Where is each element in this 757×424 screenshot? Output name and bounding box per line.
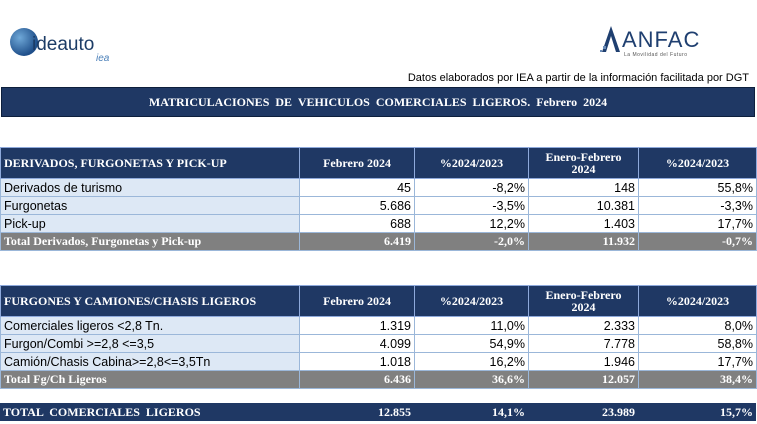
ideauto-logo-icon <box>10 28 38 56</box>
header-ytd: Enero-Febrero 2024 <box>528 285 639 317</box>
total-label: Total Fg/Ch Ligeros <box>0 370 300 389</box>
row-ytd-pct: 8,0% <box>638 316 757 335</box>
row-ytd-value: 148 <box>528 178 639 197</box>
ideauto-logo-text: ideauto <box>32 34 95 55</box>
total-ytd-value: 12.057 <box>528 370 639 389</box>
row-month-value: 1.319 <box>299 316 415 335</box>
row-month-value: 5.686 <box>299 196 415 215</box>
total-ytd-pct: 38,4% <box>638 370 757 389</box>
header-pct-month: %2024/2023 <box>414 285 529 317</box>
total-ytd-value: 11.932 <box>528 232 639 251</box>
ideauto-logo-subtext: iea <box>96 53 110 64</box>
row-ytd-pct: 58,8% <box>638 334 757 353</box>
header-pct-ytd: %2024/2023 <box>638 147 757 179</box>
grand-total-month-value: 12.855 <box>299 403 414 421</box>
source-note: Datos elaborados por IEA a partir de la … <box>407 72 749 84</box>
row-month-pct: 12,2% <box>414 214 529 233</box>
header-ytd-line1: Enero-Febrero <box>545 150 622 164</box>
header-pct-month: %2024/2023 <box>414 147 529 179</box>
total-row: Total Fg/Ch Ligeros 6.436 36,6% 12.057 3… <box>0 370 757 389</box>
row-label: Comerciales ligeros <2,8 Tn. <box>0 316 300 335</box>
total-ytd-pct: -0,7% <box>638 232 757 251</box>
total-label: Total Derivados, Furgonetas y Pick-up <box>0 232 300 251</box>
row-month-value: 1.018 <box>299 352 415 371</box>
total-row: Total Derivados, Furgonetas y Pick-up 6.… <box>0 232 757 251</box>
header-category: FURGONES Y CAMIONES/CHASIS LIGEROS <box>0 285 300 317</box>
table-header: DERIVADOS, FURGONETAS Y PICK-UP Febrero … <box>0 147 757 179</box>
grand-total-row: TOTAL COMERCIALES LIGEROS 12.855 14,1% 2… <box>0 403 756 421</box>
table-furgones: FURGONES Y CAMIONES/CHASIS LIGEROS Febre… <box>0 285 757 389</box>
table-row: Pick-up 688 12,2% 1.403 17,7% <box>0 214 757 233</box>
table-row: Comerciales ligeros <2,8 Tn. 1.319 11,0%… <box>0 316 757 335</box>
header-ytd-line1: Enero-Febrero <box>545 288 622 302</box>
grand-total-ytd-pct: 15,7% <box>638 403 756 421</box>
table-header: FURGONES Y CAMIONES/CHASIS LIGEROS Febre… <box>0 285 757 317</box>
anfac-logo-text: ANFAC <box>622 27 701 52</box>
row-ytd-value: 2.333 <box>528 316 639 335</box>
row-ytd-pct: -3,3% <box>638 196 757 215</box>
header-category: DERIVADOS, FURGONETAS Y PICK-UP <box>0 147 300 179</box>
row-label: Furgonetas <box>0 196 300 215</box>
row-month-value: 4.099 <box>299 334 415 353</box>
ideauto-logo: ideauto iea <box>10 28 130 68</box>
total-month-pct: 36,6% <box>414 370 529 389</box>
row-ytd-pct: 55,8% <box>638 178 757 197</box>
main-title: MATRICULACIONES DE VEHICULOS COMERCIALES… <box>1 87 755 117</box>
row-label: Furgon/Combi >=2,8 <=3,5 <box>0 334 300 353</box>
total-month-value: 6.436 <box>299 370 415 389</box>
table-row: Furgon/Combi >=2,8 <=3,5 4.099 54,9% 7.7… <box>0 334 757 353</box>
anfac-logo-subtext: La Movilidad del Futuro <box>624 52 688 58</box>
total-month-pct: -2,0% <box>414 232 529 251</box>
table-row: Furgonetas 5.686 -3,5% 10.381 -3,3% <box>0 196 757 215</box>
grand-total-label: TOTAL COMERCIALES LIGEROS <box>0 403 299 421</box>
total-month-value: 6.419 <box>299 232 415 251</box>
grand-total-ytd-value: 23.989 <box>528 403 638 421</box>
row-month-pct: -3,5% <box>414 196 529 215</box>
row-ytd-pct: 17,7% <box>638 214 757 233</box>
anfac-logo: ANFAC La Movilidad del Futuro <box>600 24 720 64</box>
row-label: Pick-up <box>0 214 300 233</box>
row-ytd-value: 7.778 <box>528 334 639 353</box>
header-ytd: Enero-Febrero 2024 <box>528 147 639 179</box>
grand-total-month-pct: 14,1% <box>414 403 528 421</box>
table-derivados: DERIVADOS, FURGONETAS Y PICK-UP Febrero … <box>0 147 757 251</box>
header-month: Febrero 2024 <box>299 285 415 317</box>
row-ytd-value: 1.403 <box>528 214 639 233</box>
anfac-logo-icon <box>600 26 620 52</box>
header-pct-ytd: %2024/2023 <box>638 285 757 317</box>
row-ytd-pct: 17,7% <box>638 352 757 371</box>
row-month-pct: -8,2% <box>414 178 529 197</box>
row-month-pct: 11,0% <box>414 316 529 335</box>
header-ytd-line2: 2024 <box>571 162 596 176</box>
row-label: Camión/Chasis Cabina>=2,8<=3,5Tn <box>0 352 300 371</box>
header-month: Febrero 2024 <box>299 147 415 179</box>
row-month-value: 688 <box>299 214 415 233</box>
row-month-pct: 16,2% <box>414 352 529 371</box>
row-month-value: 45 <box>299 178 415 197</box>
row-label: Derivados de turismo <box>0 178 300 197</box>
row-ytd-value: 10.381 <box>528 196 639 215</box>
table-row: Camión/Chasis Cabina>=2,8<=3,5Tn 1.018 1… <box>0 352 757 371</box>
row-ytd-value: 1.946 <box>528 352 639 371</box>
table-row: Derivados de turismo 45 -8,2% 148 55,8% <box>0 178 757 197</box>
header-ytd-line2: 2024 <box>571 300 596 314</box>
row-month-pct: 54,9% <box>414 334 529 353</box>
